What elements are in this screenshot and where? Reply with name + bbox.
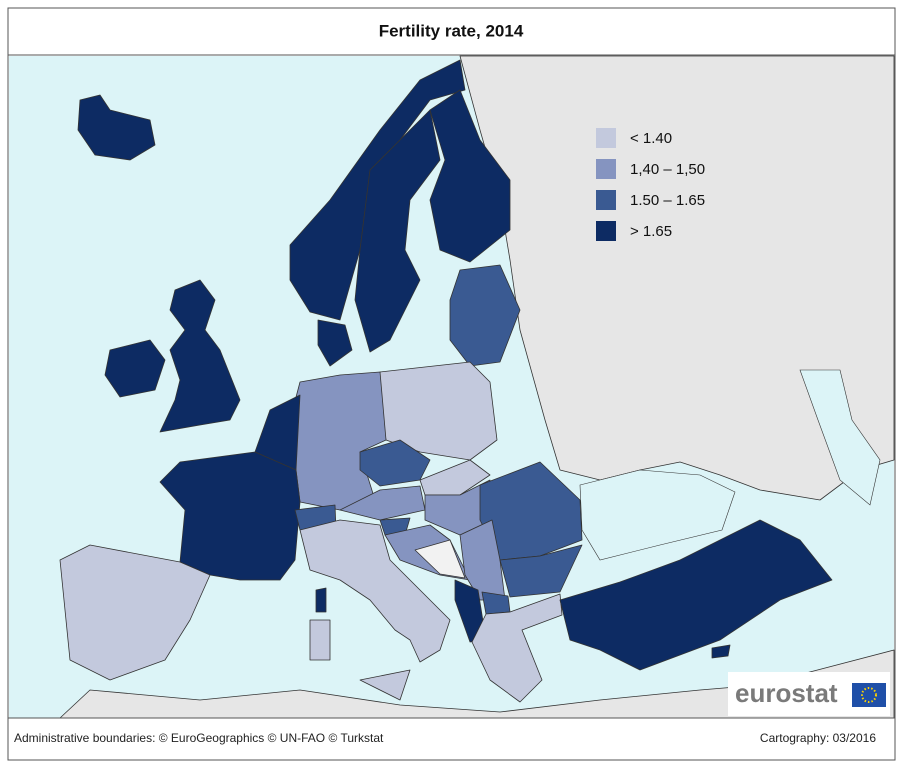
- slovakia: [419, 459, 491, 496]
- sweden: [354, 109, 441, 353]
- baltic-states: [449, 264, 521, 367]
- iberia: [59, 544, 211, 681]
- north-africa: [59, 649, 895, 719]
- germany: [289, 371, 387, 511]
- france: [159, 451, 301, 581]
- black-sea: [579, 469, 736, 561]
- macedonia: [481, 591, 511, 615]
- sicily: [359, 669, 411, 701]
- legend-label: > 1.65: [630, 223, 672, 240]
- map: [9, 55, 895, 719]
- footer-cartography: Cartography: 03/2016: [760, 731, 876, 745]
- corsica: [315, 587, 327, 613]
- legend-swatch: [596, 159, 616, 179]
- united-kingdom: [159, 279, 241, 433]
- turkey: [559, 519, 833, 671]
- legend-label: 1.50 – 1.65: [630, 192, 705, 209]
- logo-text: eurostat: [735, 678, 838, 708]
- footer-credits: Administrative boundaries: © EuroGeograp…: [14, 731, 384, 745]
- norway: [289, 59, 466, 321]
- iceland: [77, 94, 156, 161]
- legend-swatch: [596, 221, 616, 241]
- eu-stars: [861, 687, 877, 703]
- finland: [429, 89, 511, 263]
- ireland: [104, 339, 166, 398]
- legend-label: 1,40 – 1,50: [630, 161, 705, 178]
- cyprus: [711, 644, 731, 659]
- sardinia: [309, 619, 331, 661]
- caspian-sea: [799, 369, 881, 506]
- bosnia: [414, 539, 466, 579]
- legend-swatch: [596, 128, 616, 148]
- bulgaria: [499, 544, 583, 598]
- legend-swatch: [596, 190, 616, 210]
- map-title: Fertility rate, 2014: [379, 21, 524, 40]
- legend-label: < 1.40: [630, 130, 672, 147]
- legend: < 1.40 1,40 – 1,50 1.50 – 1.65 > 1.65: [596, 128, 705, 241]
- greece: [471, 593, 563, 703]
- denmark: [317, 319, 353, 367]
- eu-flag: [852, 683, 886, 707]
- austria: [339, 485, 426, 521]
- italy: [299, 519, 451, 663]
